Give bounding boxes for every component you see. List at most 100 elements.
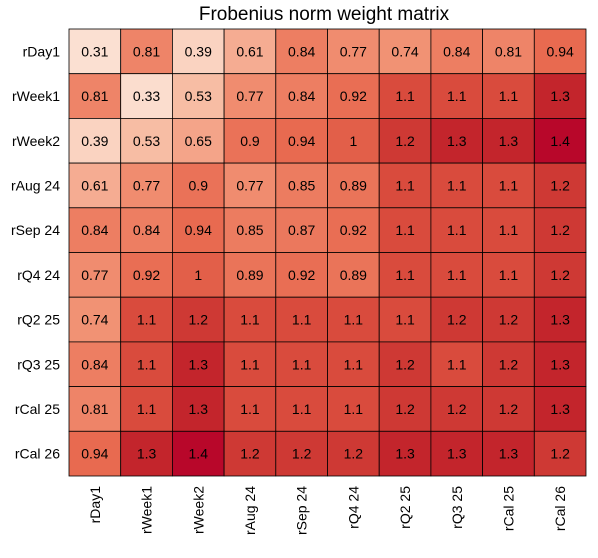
cell-value-label: 1.2 [499, 401, 519, 417]
cell-value-label: 1.1 [447, 177, 467, 193]
heatmap-cell [275, 386, 328, 432]
cell-value-label: 0.9 [240, 133, 260, 149]
cell-value-label: 1.1 [447, 356, 467, 372]
heatmap-cell [171, 207, 225, 253]
heatmap-cell [430, 73, 483, 119]
cell-value-label: 0.94 [288, 133, 315, 149]
cell-value-label: 1.1 [292, 356, 312, 372]
heatmap-cell [171, 118, 225, 164]
heatmap-cell [482, 118, 535, 164]
cell-value-label: 0.81 [133, 43, 160, 59]
heatmap-cells [68, 28, 587, 477]
heatmap-cell [378, 430, 432, 477]
heatmap-cell [378, 118, 432, 164]
heatmap-cell [378, 73, 432, 119]
cell-value-label: 0.74 [81, 312, 108, 328]
heatmap-cell-labels: 0.31 0.81 0.39 0.61 0.84 0.77 0.74 0.84 0.81 0.94… [81, 43, 574, 461]
cell-value-label: 1.1 [137, 312, 157, 328]
cell-value-label: 1.1 [292, 401, 312, 417]
cell-value-label: 1.2 [292, 446, 312, 462]
heatmap-cell [68, 28, 122, 75]
cell-value-label: 1.1 [499, 222, 519, 238]
cell-value-label: 0.61 [236, 43, 263, 59]
row-tick-label: rWeek1 [12, 88, 60, 104]
cell-value-label: 1.3 [447, 133, 467, 149]
heatmap-cell [378, 162, 432, 209]
heatmap-cell [327, 296, 380, 343]
cell-value-label: 0.31 [81, 43, 108, 59]
cell-value-label: 1.2 [447, 401, 467, 417]
cell-value-label: 0.84 [443, 43, 470, 59]
heatmap-cell [430, 341, 483, 387]
heatmap-cell [171, 28, 225, 75]
cell-value-label: 1.2 [395, 133, 415, 149]
heatmap-cell [223, 386, 277, 432]
cell-value-label: 1.2 [189, 312, 209, 328]
cell-value-label: 1.4 [189, 446, 209, 462]
cell-value-label: 1.1 [292, 312, 312, 328]
cell-value-label: 0.39 [185, 43, 212, 59]
heatmap-cell [378, 207, 432, 253]
cell-value-label: 1.2 [550, 177, 570, 193]
heatmap-cell [378, 341, 432, 387]
cell-value-label: 0.39 [81, 133, 108, 149]
cell-value-label: 0.92 [133, 267, 160, 283]
heatmap-cell [327, 341, 380, 387]
cell-value-label: 1.1 [240, 312, 260, 328]
heatmap-cell [327, 252, 380, 298]
heatmap-cell [171, 341, 225, 387]
cell-value-label: 1.1 [344, 312, 364, 328]
heatmap-cell [430, 430, 483, 477]
cell-value-label: 0.65 [185, 133, 212, 149]
heatmap-cell [482, 162, 535, 209]
cell-value-label: 1.3 [499, 133, 519, 149]
heatmap-cell [120, 341, 173, 387]
cell-value-label: 1.1 [499, 88, 519, 104]
heatmap-cell [327, 28, 380, 75]
heatmap-cell [430, 296, 483, 343]
cell-value-label: 1.1 [499, 177, 519, 193]
column-tick-label: rQ4 24 [345, 486, 361, 529]
row-tick-label: rDay1 [23, 43, 61, 59]
heatmap-cell [533, 430, 587, 477]
column-tick-label: rDay1 [87, 486, 103, 524]
cell-value-label: 1.3 [550, 88, 570, 104]
cell-value-label: 0.77 [340, 43, 367, 59]
column-tick-label: rQ3 25 [449, 486, 465, 529]
cell-value-label: 0.85 [288, 177, 315, 193]
heatmap-cell [223, 341, 277, 387]
heatmap-cell [378, 296, 432, 343]
heatmap-cell [327, 73, 380, 119]
cell-value-label: 1.2 [395, 356, 415, 372]
cell-value-label: 1.1 [344, 401, 364, 417]
cell-value-label: 1.3 [550, 312, 570, 328]
heatmap-cell [68, 252, 122, 298]
cell-value-label: 1.3 [189, 356, 209, 372]
row-tick-label: rAug 24 [11, 177, 60, 193]
heatmap-cell [533, 341, 587, 387]
heatmap-cell [275, 341, 328, 387]
cell-value-label: 0.53 [185, 88, 212, 104]
row-tick-label: rQ4 24 [17, 267, 60, 283]
heatmap-cell [482, 252, 535, 298]
heatmap-cell [171, 386, 225, 432]
cell-value-label: 0.89 [340, 267, 367, 283]
heatmap-cell [430, 207, 483, 253]
heatmap-cell [533, 296, 587, 343]
heatmap-cell [68, 430, 122, 477]
row-tick-label: rCal 25 [15, 401, 60, 417]
cell-value-label: 0.33 [133, 88, 160, 104]
cell-value-label: 1.1 [499, 267, 519, 283]
column-tick-label: rCal 26 [552, 486, 568, 531]
cell-value-label: 0.92 [288, 267, 315, 283]
column-tick-label: rAug 24 [242, 486, 258, 535]
cell-value-label: 0.85 [236, 222, 263, 238]
cell-value-label: 0.84 [81, 356, 108, 372]
row-labels: rDay1 rWeek1 rWeek2 rAug 24 rSep 24 rQ4 24 rQ2… [11, 43, 60, 461]
cell-value-label: 0.77 [81, 267, 108, 283]
heatmap-cell [430, 28, 483, 75]
column-tick-label: rQ2 25 [397, 486, 413, 529]
column-tick-label: rWeek2 [190, 486, 206, 534]
heatmap-cell [68, 296, 122, 343]
cell-value-label: 1.2 [499, 356, 519, 372]
